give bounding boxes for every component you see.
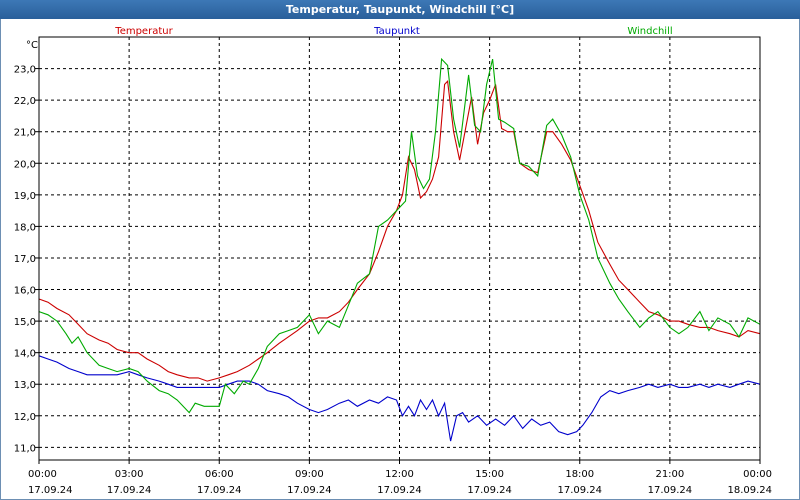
x-tick-date-label: 18.09.24 bbox=[727, 485, 772, 496]
x-tick-time-label: 09:00 bbox=[295, 469, 324, 480]
x-tick-date-label: 17.09.24 bbox=[107, 485, 152, 496]
legend-label-temperatur: Temperatur bbox=[114, 26, 173, 37]
x-tick-time-label: 06:00 bbox=[205, 469, 234, 480]
legend-label-taupunkt: Taupunkt bbox=[373, 26, 420, 37]
y-tick-label: 17,0 bbox=[14, 254, 36, 265]
y-tick-label: 18,0 bbox=[14, 222, 36, 233]
series-line-taupunkt bbox=[38, 355, 761, 442]
plot-area-border bbox=[38, 36, 761, 461]
y-tick-label: 20,0 bbox=[14, 159, 36, 170]
series-lines bbox=[38, 57, 761, 442]
y-tick-label: 21,0 bbox=[14, 128, 36, 139]
x-tick-time-label: 18:00 bbox=[565, 469, 594, 480]
y-axis: 11,0 12,0 13,0 14,0 15,0 16,0 17,0 18,0 19,0 20,0… bbox=[14, 65, 39, 454]
x-tick-time-label: 03:00 bbox=[115, 469, 144, 480]
y-tick-label: 22,0 bbox=[14, 96, 36, 107]
x-tick-date-label: 17.09.24 bbox=[287, 485, 332, 496]
series-line-windchill bbox=[38, 57, 761, 414]
y-tick-label: 19,0 bbox=[14, 191, 36, 202]
y-tick-label: 15,0 bbox=[14, 317, 36, 328]
y-tick-label: 12,0 bbox=[14, 412, 36, 423]
x-tick-time-label: 00:00 bbox=[743, 469, 772, 480]
x-tick-date-label: 17.09.24 bbox=[557, 485, 602, 496]
y-tick-label: 23,0 bbox=[14, 65, 36, 76]
x-tick-date-label: 17.09.24 bbox=[467, 485, 512, 496]
x-tick-date-label: 17.09.24 bbox=[648, 485, 693, 496]
y-tick-label: 11,0 bbox=[14, 443, 36, 454]
x-axis: 00:00 17.09.24 03:00 17.09.24 06:00 17.09.24 0… bbox=[28, 460, 772, 496]
y-tick-label: 14,0 bbox=[14, 349, 36, 360]
x-tick-date-label: 17.09.24 bbox=[28, 485, 73, 496]
x-tick-date-label: 17.09.24 bbox=[377, 485, 422, 496]
y-tick-label: 16,0 bbox=[14, 286, 36, 297]
x-tick-date-label: 17.09.24 bbox=[197, 485, 242, 496]
y-axis-label: °C bbox=[26, 40, 38, 51]
x-tick-time-label: 12:00 bbox=[385, 469, 414, 480]
x-tick-time-label: 21:00 bbox=[655, 469, 684, 480]
legend-label-windchill: Windchill bbox=[627, 26, 672, 37]
chart-title: Temperatur, Taupunkt, Windchill [°C] bbox=[0, 0, 800, 19]
legend: Temperatur Taupunkt Windchill bbox=[114, 26, 672, 37]
series-line-temperatur bbox=[38, 79, 761, 382]
x-tick-time-label: 15:00 bbox=[475, 469, 504, 480]
x-tick-time-label: 00:00 bbox=[28, 469, 57, 480]
y-tick-label: 13,0 bbox=[14, 380, 36, 391]
grid bbox=[39, 37, 760, 460]
